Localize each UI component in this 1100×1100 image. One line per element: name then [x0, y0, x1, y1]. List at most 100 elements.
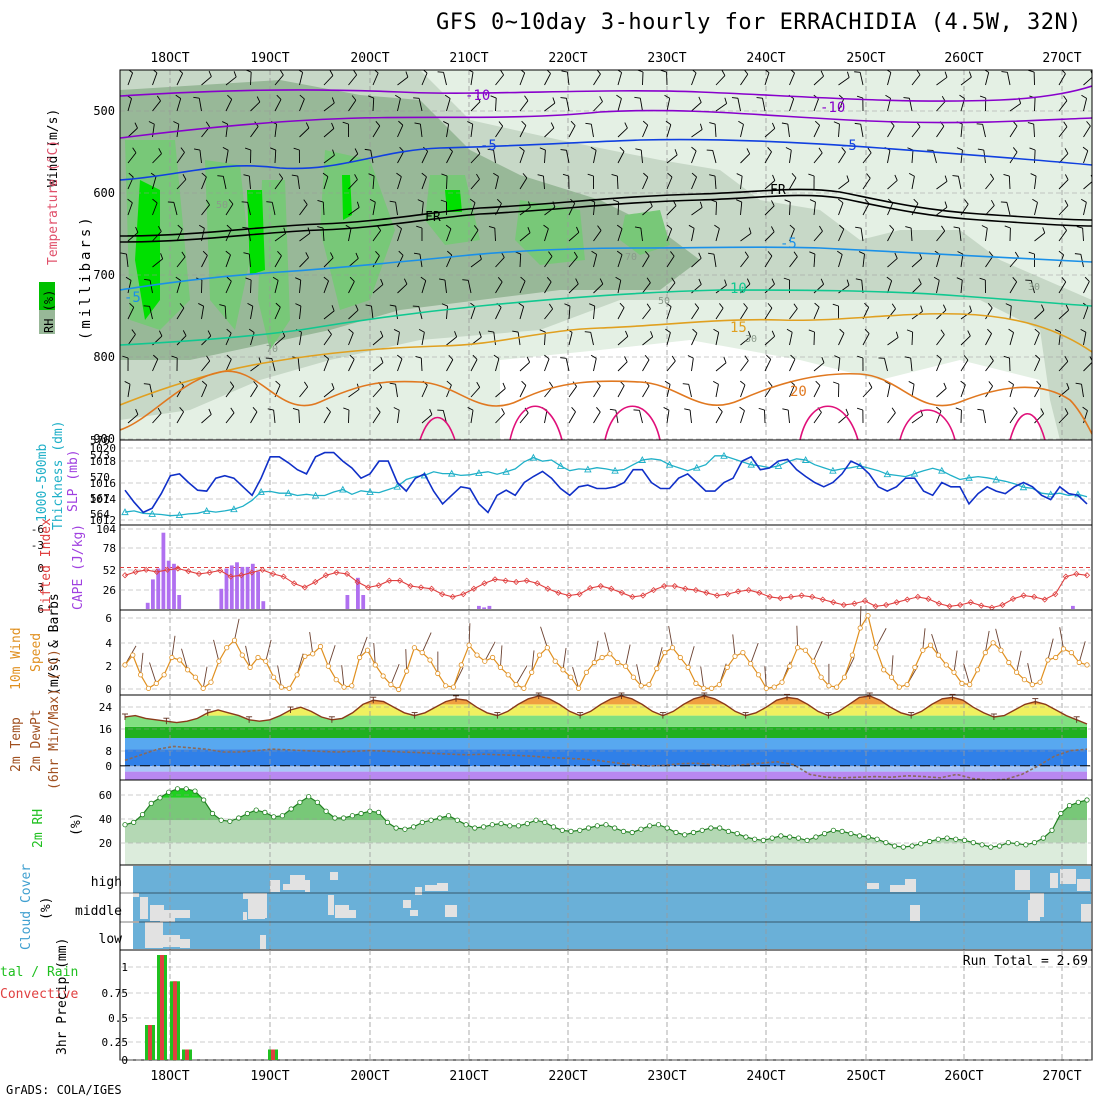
wind-barb [444, 280, 447, 294]
wind-barb [250, 385, 258, 398]
wind-barb [838, 228, 845, 242]
wind-barb-feather [132, 147, 137, 153]
wind-barb [688, 384, 692, 398]
li-marker [322, 572, 329, 579]
wind-barb [789, 98, 795, 112]
cape-bar [345, 595, 350, 609]
contour-label: 70 [266, 344, 278, 355]
wind-barb [271, 202, 276, 216]
cape-y-tick: 52 [103, 564, 116, 577]
wind10-marker [912, 664, 918, 671]
date-label-top: 24OCT [746, 51, 785, 66]
wind-barb-feather [413, 252, 421, 255]
wind-barb [960, 335, 971, 346]
wind-barb-feather [230, 407, 235, 414]
wind-barb-feather [524, 95, 529, 101]
wind-barb-feather [576, 226, 580, 233]
wind-barb-feather [1014, 251, 1019, 258]
wind10-barb [468, 623, 471, 646]
wind-barb [813, 362, 825, 372]
rh-marker [349, 813, 355, 819]
wind10-marker [505, 672, 511, 678]
wind-barb-feather [376, 225, 382, 231]
date-label-bottom: 27OCT [1042, 1069, 1081, 1084]
wind-barb [666, 124, 672, 138]
thickness-series-line [124, 455, 1088, 517]
li-marker [978, 602, 985, 609]
wind-barb [225, 332, 232, 346]
li-marker [417, 584, 425, 591]
wind10-y-tick: 4 [105, 637, 112, 650]
li-marker [354, 578, 361, 586]
wind10-marker [724, 664, 730, 671]
wind-barb [297, 358, 300, 372]
wind10-marker [1076, 659, 1082, 666]
wind10-marker [224, 645, 230, 651]
li-marker [724, 591, 731, 598]
wind-barb [152, 100, 161, 112]
wind10-marker [169, 654, 175, 661]
li-marker [407, 582, 414, 590]
wind-barb [421, 280, 427, 294]
wind-barb [126, 254, 129, 268]
wind-barb [859, 72, 864, 86]
wind10-marker [419, 649, 425, 656]
wind-barb-feather [666, 302, 672, 308]
wind-barb-feather [1064, 355, 1069, 362]
contour-label: 50 [216, 200, 228, 211]
wind-barb-feather [396, 224, 402, 230]
upper-y-tick: 800 [93, 350, 115, 364]
li-marker [248, 569, 255, 576]
wind-barb [176, 307, 185, 320]
wind-barb-feather [784, 199, 791, 203]
wind-barb [323, 411, 331, 424]
wind-barb [544, 127, 555, 138]
wind-barb-feather [331, 122, 335, 129]
wind-barb-feather [375, 121, 381, 127]
temp-y-tick: 8 [105, 745, 112, 758]
wind-barb-feather [276, 94, 282, 100]
wind-barb [740, 233, 752, 242]
wind-barb-feather [252, 406, 258, 413]
wind-barb [691, 207, 703, 216]
wind-barb [691, 358, 694, 372]
cape-bar [172, 563, 176, 609]
cape-bar [256, 571, 260, 609]
wind-barb [1009, 281, 1018, 294]
slp-y-tick: 1018 [90, 455, 117, 468]
wind10-marker [802, 647, 809, 653]
wind-barb [1034, 385, 1042, 398]
li-marker [333, 569, 340, 576]
wind-barb [1034, 309, 1045, 320]
rh-marker [874, 836, 880, 842]
wind-barb [813, 152, 823, 164]
wind-barb [348, 258, 359, 268]
wind-barb-feather [920, 305, 923, 312]
wind-barb [470, 178, 480, 190]
wind-barb-feather [304, 381, 309, 388]
wind-barb [1058, 361, 1069, 372]
wind-barb [127, 152, 137, 164]
wind10-marker [489, 654, 496, 661]
wind10-barb [1016, 650, 1022, 673]
wind-barb-feather [660, 70, 667, 73]
thickness-grid [120, 440, 1092, 525]
rh-marker [550, 824, 557, 830]
wind-barb [740, 360, 749, 372]
wind-barb [715, 75, 726, 86]
wind-barb [152, 258, 163, 268]
wind10-marker [435, 670, 441, 677]
wind-barb-feather [469, 198, 476, 204]
wind-barb-feather [1065, 304, 1070, 311]
rh-marker [297, 799, 303, 805]
wind-barb [617, 254, 623, 268]
wind10-barb [604, 632, 611, 654]
wind10-marker [497, 664, 503, 671]
wind-barb-feather [472, 354, 478, 360]
wind10-marker [974, 667, 981, 673]
wind-barb [1034, 232, 1046, 242]
wind-barb-feather [420, 276, 427, 281]
rh-y-tick: 40 [99, 813, 112, 826]
li-marker [195, 570, 203, 577]
wind-barb-feather [267, 408, 274, 411]
